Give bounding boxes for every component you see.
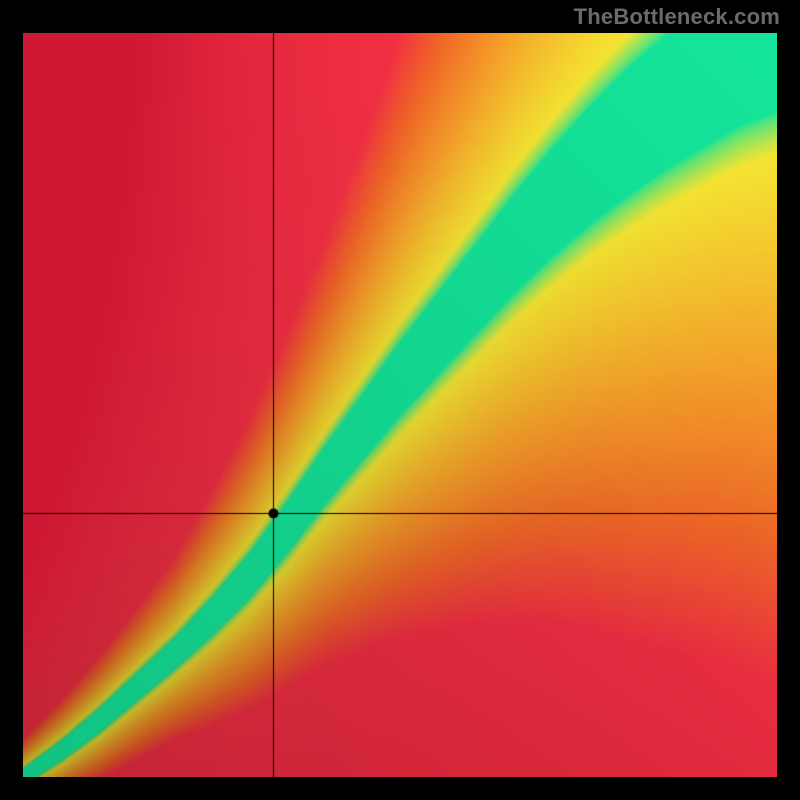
watermark-text: TheBottleneck.com bbox=[574, 4, 780, 30]
bottleneck-heatmap bbox=[23, 33, 777, 777]
